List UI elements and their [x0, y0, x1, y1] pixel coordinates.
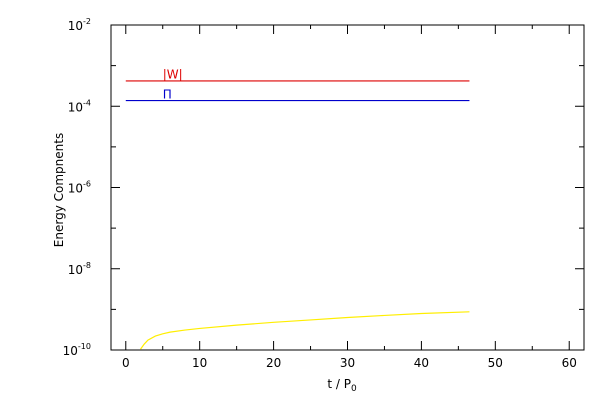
- x-tick-label: 10: [192, 356, 207, 370]
- x-tick-label: 30: [340, 356, 355, 370]
- y-tick-label: 10-2: [68, 17, 91, 33]
- series-label-1: Π: [163, 88, 172, 102]
- x-tick-label: 20: [266, 356, 281, 370]
- y-tick-label: 10-6: [68, 180, 91, 196]
- y-tick-label: 10-8: [68, 261, 91, 277]
- x-axis-title: t / P0: [327, 377, 357, 394]
- x-tick-label: 0: [122, 356, 130, 370]
- series-line-2: [140, 311, 470, 350]
- x-tick-label: 40: [414, 356, 429, 370]
- y-axis-title: Energy Compnents: [52, 133, 66, 247]
- x-tick-label: 50: [488, 356, 503, 370]
- x-tick-label: 60: [562, 356, 577, 370]
- y-tick-label: 10-10: [63, 342, 91, 358]
- series-label-0: |W|: [163, 68, 183, 82]
- y-tick-label: 10-4: [68, 98, 91, 114]
